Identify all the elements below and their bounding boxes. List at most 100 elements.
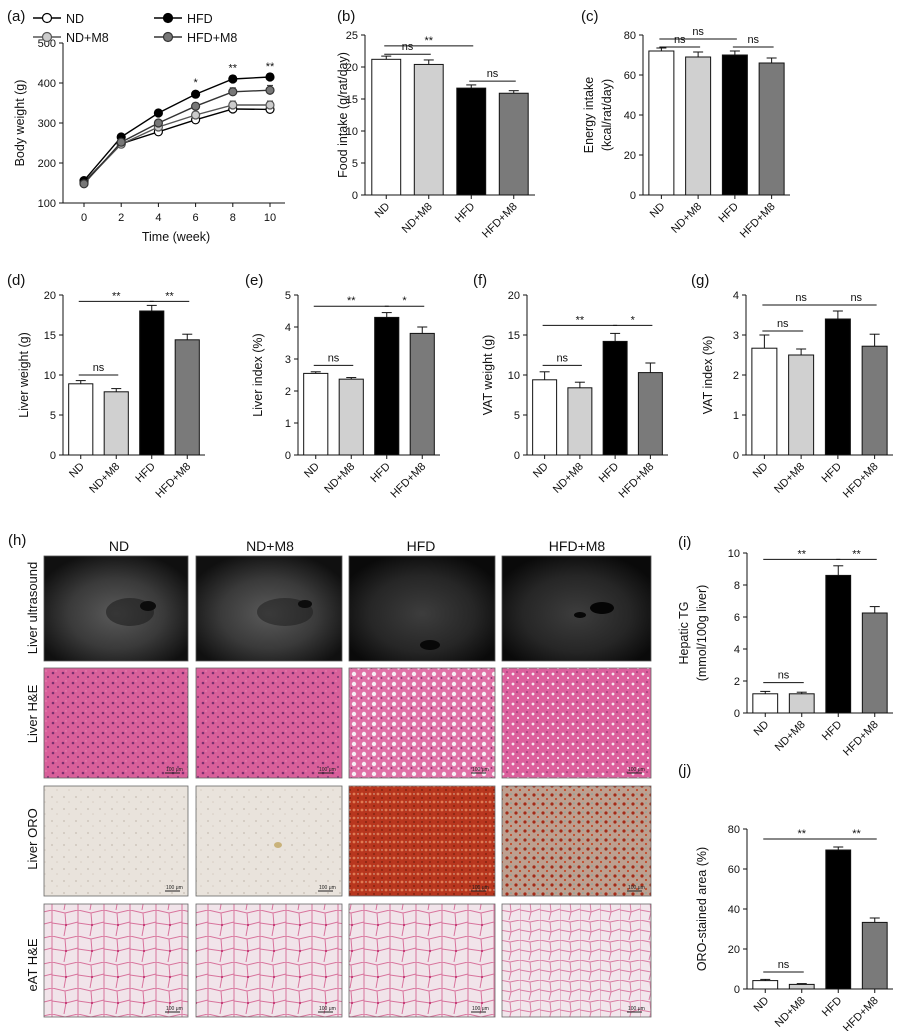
bar-hfd-m8 [637,372,663,456]
data-point [265,85,275,95]
significance-label: ** [852,548,861,560]
bar-nd-m8 [788,983,815,990]
bar-nd [371,58,402,196]
scale-bar-label: 100 μm [319,885,336,891]
significance-label: ns [692,26,704,38]
eat-he-image-nd: 100 μm [43,903,189,1018]
significance-label: ns [778,959,790,971]
y-tick-label: 0 [734,984,740,996]
x-tick-label: 6 [193,212,199,224]
y-tick-label: 25 [346,30,358,42]
chart-panel-e: (e) 0 1 2 3 4 5 Liver index (%) ND ND+M8 HFDHFD+M8… [245,272,440,500]
x-tick-label: ND [302,461,322,481]
legend-item-hfd-m8: HFD+M8 [154,31,237,45]
x-tick-label: HFD+M8 [154,461,194,501]
y-tick-label: 10 [728,548,740,560]
x-tick-label: HFD [717,201,742,226]
x-tick-label: ND [752,995,772,1015]
data-point [116,137,126,147]
y-tick-label: 0 [285,450,291,462]
data-point [228,74,238,84]
legend-item-nd: ND [33,12,84,26]
y-tick-label: 4 [733,290,739,302]
liver-he-image-nd: 100 μm [43,667,189,779]
bar-nd-m8 [788,693,815,714]
scale-bar-label: 100 μm [472,1006,489,1012]
y-tick-label: 15 [44,330,56,342]
y-tick-label: 3 [733,330,739,342]
bar-hfd [602,340,628,456]
column-header-hfd-m8: HFD+M8 [549,538,606,554]
legend-marker [41,12,53,24]
y-tick-label: 20 [728,944,740,956]
bar-hfd [456,87,487,196]
y-tick-label: 80 [624,30,636,42]
y-tick-label: 1 [733,410,739,422]
y-tick-label: 2 [285,386,291,398]
bar-nd-m8 [567,387,593,456]
y-tick-label: 3 [285,354,291,366]
eat-he-image-hfd-m8: 100 μm [501,903,652,1018]
y-tick-label: 2 [733,370,739,382]
bar-nd-m8 [788,354,815,456]
y-tick-label: 4 [734,644,740,656]
y-tick-label: 2 [734,676,740,688]
column-header-nd-m8: ND+M8 [246,538,294,554]
x-tick-label: 10 [264,212,276,224]
bar-nd [532,379,558,456]
y-tick-label: 20 [346,62,358,74]
significance-label: * [193,77,198,89]
panel-label-j: (j) [678,762,691,779]
y-tick-label: 300 [38,118,56,130]
y-tick-label: 5 [50,410,56,422]
y-axis-title: Energy intake [582,77,596,153]
significance-label: ** [165,290,174,302]
significance-label: ns [93,362,105,374]
scale-bar-label: 100 μm [166,885,183,891]
y-tick-label: 0 [352,190,358,202]
row-label-liver-he: Liver H&E [25,684,40,743]
x-tick-label: ND [67,461,87,481]
y-tick-label: 10 [508,370,520,382]
y-tick-label: 5 [285,290,291,302]
significance-label: ns [674,34,686,46]
legend-marker [41,31,53,43]
x-tick-label: ND+M8 [400,201,435,236]
row-label-liver-ultrasound: Liver ultrasound [25,562,40,655]
liver-he-image-hfd-m8: 100 μm [501,667,652,779]
series-line-hfd [83,76,271,182]
column-header-nd: ND [109,538,129,554]
panel-label-h: (h) [8,532,26,549]
liver-oro-image-hfd-m8: 100 μm [501,785,652,897]
bar-hfd-m8 [174,339,200,456]
y-tick-label: 0 [733,450,739,462]
significance-label: * [402,295,407,307]
bar-hfd [825,574,852,714]
chart-panel-j: (j) 0 20 40 60 80 ORO-stained area (%) ND ND+M8 H… [678,762,893,1031]
legend-label: HFD+M8 [187,31,237,45]
panel-label-c: (c) [581,8,599,25]
significance-label: ** [347,295,356,307]
bar-hfd [825,849,852,990]
data-point [191,110,201,120]
significance-label: ns [402,41,414,53]
scale-bar-label: 100 μm [319,1006,336,1012]
chart-panel-c: (c) 0 20 40 60 80 Energy intake (kcal/rat/day) N… [581,8,790,240]
x-tick-label: ND+M8 [669,201,704,236]
y-axis-title: Liver weight (g) [17,332,31,417]
y-tick-label: 500 [38,38,56,50]
y-tick-label: 60 [728,864,740,876]
x-tick-label: HFD [368,461,393,486]
significance-label: ** [112,290,121,302]
liver-oro-image-hfd: 100 μm [348,785,496,897]
data-point [79,179,89,189]
bar-hfd [824,318,851,456]
ultrasound-image-hfd [348,555,496,662]
bar-hfd-m8 [409,332,435,456]
liver-he-image-hfd: 100 μm [348,667,496,779]
data-point [153,108,163,118]
bar-nd-m8 [338,378,364,456]
legend-marker [162,31,174,43]
x-tick-label: ND [373,201,393,221]
y-tick-label: 0 [50,450,56,462]
